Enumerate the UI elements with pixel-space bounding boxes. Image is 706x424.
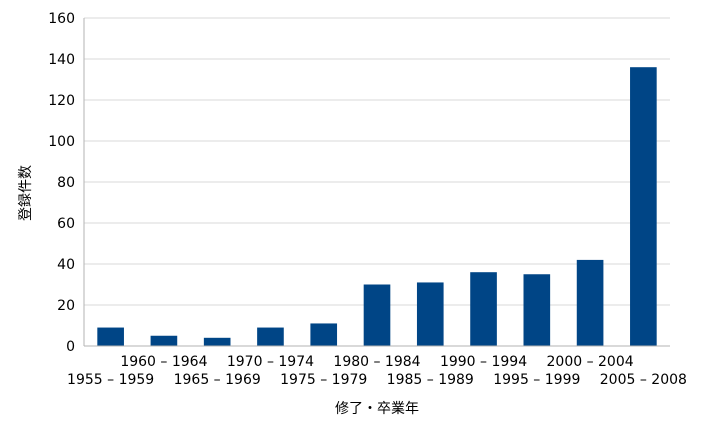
bar — [310, 323, 338, 346]
bar — [97, 327, 124, 346]
x-tick-label: 1965 – 1969 — [174, 372, 261, 388]
x-tick-label: 1995 – 1999 — [493, 372, 580, 388]
y-tick-label: 120 — [48, 93, 75, 109]
x-tick-label: 2000 – 2004 — [547, 354, 634, 370]
y-tick-label: 40 — [57, 257, 75, 273]
bar — [257, 327, 284, 346]
bar — [523, 274, 551, 346]
bar — [363, 284, 391, 346]
x-tick-label: 1975 – 1979 — [280, 372, 367, 388]
y-tick-labels: 0 20 40 60 80 100 120 140 160 — [48, 11, 75, 355]
x-axis-title: 修了・卒業年 — [335, 401, 419, 417]
x-tick-label: 1990 – 1994 — [440, 354, 527, 370]
x-tick-label: 1985 – 1989 — [387, 372, 474, 388]
bar — [150, 335, 178, 346]
y-tick-label: 80 — [57, 175, 75, 191]
x-tick-labels: 1955 – 1959 1960 – 1964 1965 – 1969 1970 – … — [67, 354, 687, 388]
x-tick-label: 1970 – 1974 — [227, 354, 314, 370]
x-tick-label: 1960 – 1964 — [120, 354, 207, 370]
x-tick-label: 2005 – 2008 — [600, 372, 687, 388]
bar — [470, 272, 497, 346]
x-tick-label: 1955 – 1959 — [67, 372, 154, 388]
bar — [576, 259, 604, 346]
bars — [97, 67, 657, 346]
y-tick-label: 100 — [48, 134, 75, 150]
bar — [630, 67, 657, 346]
bar — [203, 337, 231, 346]
y-tick-label: 60 — [57, 216, 75, 232]
y-tick-label: 0 — [66, 339, 75, 355]
x-tick-label: 1980 – 1984 — [333, 354, 420, 370]
axes — [83, 18, 670, 347]
bar — [416, 282, 444, 346]
y-axis-title: 登録件数 — [18, 165, 34, 221]
gridlines — [84, 17, 670, 306]
y-tick-label: 140 — [48, 52, 75, 68]
y-tick-label: 160 — [48, 11, 75, 27]
y-tick-label: 20 — [57, 298, 75, 314]
